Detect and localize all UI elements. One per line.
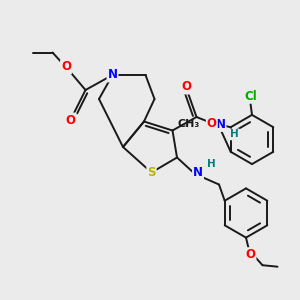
Text: N: N bbox=[215, 118, 226, 131]
Text: N: N bbox=[107, 68, 118, 82]
Text: CH₃: CH₃ bbox=[178, 118, 200, 129]
Text: O: O bbox=[65, 113, 76, 127]
Text: H: H bbox=[230, 129, 239, 140]
Text: O: O bbox=[181, 80, 191, 94]
Text: O: O bbox=[207, 117, 217, 130]
Text: Cl: Cl bbox=[244, 90, 257, 103]
Text: O: O bbox=[245, 248, 256, 261]
Text: N: N bbox=[193, 166, 203, 179]
Text: S: S bbox=[147, 166, 156, 179]
Text: O: O bbox=[61, 60, 71, 74]
Text: H: H bbox=[207, 159, 216, 170]
